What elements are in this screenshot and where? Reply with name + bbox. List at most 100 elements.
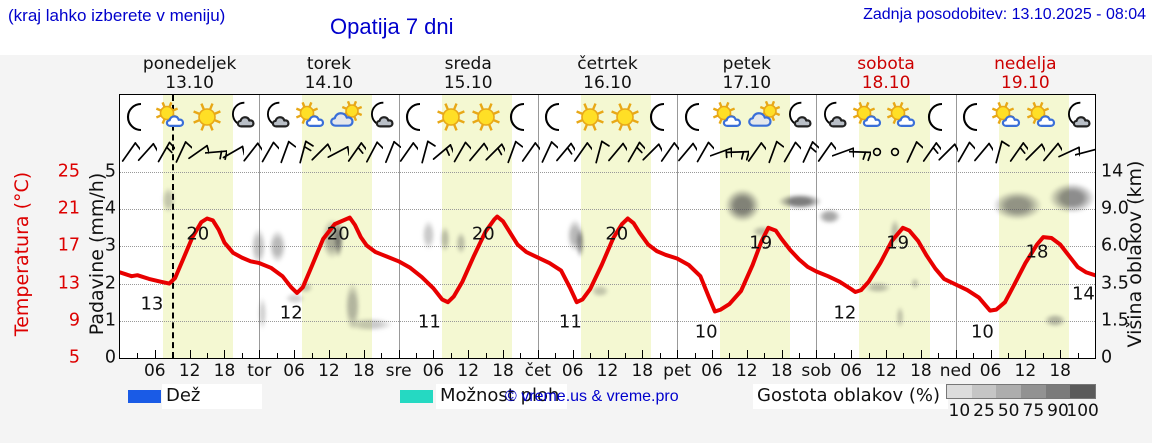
precip-axis-tick: 5 [104, 161, 116, 182]
cloud-blob [1043, 314, 1066, 328]
cloud-blob [250, 227, 266, 265]
cloud-blob [456, 231, 467, 254]
cloud-blob [421, 220, 435, 251]
gridline [120, 172, 1095, 173]
day-header: četrtek 16.10 [538, 55, 677, 95]
x-tick [555, 353, 557, 358]
x-hour-label: 12 [875, 361, 897, 381]
wind-barb [153, 139, 176, 165]
temp-min-label: 13 [140, 293, 164, 315]
wind-barb [120, 139, 141, 165]
density-tick-label: 50 [997, 401, 1020, 421]
cloud-axis-tick: 0 [1101, 347, 1113, 368]
wind-barb [292, 139, 314, 165]
temp-max-label: 19 [749, 232, 773, 254]
x-day-label: tor [247, 361, 272, 381]
density-segment [1045, 385, 1071, 398]
cloud-blob [285, 292, 306, 305]
weather-icon-sun-cloud [851, 101, 887, 133]
x-hour-label: 06 [561, 361, 584, 381]
wind-barb [203, 139, 228, 165]
density-tick-label: 100 [1066, 401, 1099, 421]
density-segment [996, 385, 1021, 398]
day-header: petek 17.10 [677, 55, 816, 95]
temp-axis-tick: 25 [57, 161, 80, 182]
last-update: Zadnja posodobitev: 13.10.2025 - 08:04 [863, 6, 1146, 23]
x-tick [154, 350, 156, 358]
weather-icon-sun-cloud [990, 101, 1026, 133]
sun-icon [471, 103, 500, 131]
daylight-band [441, 95, 512, 358]
weather-icon-moon [677, 101, 713, 133]
x-tick [189, 350, 191, 358]
x-hour-label: 06 [283, 361, 305, 381]
weather-icon-moon-cloud [363, 101, 399, 133]
temp-min-label: 10 [694, 321, 718, 342]
wind-barb [274, 139, 297, 165]
x-tick [381, 353, 383, 358]
daylight-band [859, 95, 930, 358]
wind-barb [344, 139, 368, 165]
weather-icon-moon-cloud [1060, 101, 1095, 133]
moon-icon [649, 102, 664, 132]
temp-max-label: 19 [886, 232, 910, 254]
x-hour-label: 12 [457, 361, 480, 381]
x-tick [520, 353, 522, 358]
temp-axis-label: Temperatura (°C) [11, 171, 33, 337]
wind-barb [240, 139, 263, 165]
cloud-blob [268, 229, 286, 264]
x-tick [485, 353, 487, 358]
cloud-blob [1048, 183, 1095, 213]
x-tick [659, 353, 661, 358]
wind-barb [379, 139, 402, 165]
weather-icon-sun-bigcloud [746, 100, 782, 133]
x-tick [694, 353, 696, 358]
x-hour-label: 06 [422, 361, 445, 381]
density-segment [1070, 385, 1095, 398]
day-name: sreda [444, 54, 492, 74]
weather-icon-moon-cloud [781, 101, 817, 133]
cloud-blob [865, 281, 891, 293]
precip-axis-tick: 4 [104, 198, 116, 219]
x-day-label: čet [524, 361, 552, 381]
rain-swatch [128, 390, 161, 403]
x-tick [572, 350, 574, 358]
x-tick [886, 350, 888, 358]
wind-barb [501, 139, 524, 165]
cloud-blob [257, 296, 267, 331]
precip-axis-tick: 2 [104, 273, 116, 294]
weather-icon-moon [955, 101, 991, 133]
x-tick [1060, 350, 1062, 358]
x-tick [920, 350, 922, 358]
day-name: torek [306, 54, 351, 74]
sun-icon [436, 103, 465, 131]
x-tick [973, 353, 975, 358]
weather-icon-sun-cloud [1025, 101, 1061, 133]
copyright-link[interactable]: © vreme.us & vreme.pro [505, 388, 679, 405]
density-tick-label: 10 [948, 401, 971, 421]
x-day-label: sob [801, 361, 832, 381]
wind-barb [588, 139, 610, 165]
cloud-axis-tick: 3.5 [1101, 273, 1129, 294]
x-hour-label: 12 [1014, 361, 1037, 381]
precip-axis-tick: 0 [104, 347, 116, 368]
temp-min-label: 11 [558, 311, 582, 333]
x-tick [781, 350, 783, 358]
moon-icon [963, 102, 978, 132]
density-tick-label: 75 [1022, 401, 1045, 421]
day-separator [955, 95, 957, 358]
sun-cloud-icon [852, 101, 881, 127]
temp-max-label: 18 [1025, 241, 1049, 263]
day-separator [259, 95, 261, 358]
x-tick [363, 350, 365, 358]
cloud-blob [333, 220, 343, 258]
plot-area: 20 20 20 20 19 19 18 13 12 11 11 10 12 10 14 [119, 94, 1096, 359]
moon-cloud-icon [231, 101, 255, 128]
x-tick [816, 350, 818, 358]
temp-curve [120, 214, 1095, 314]
sun-icon [193, 103, 221, 131]
wind-barb [449, 139, 472, 165]
density-tick-label: 25 [973, 401, 995, 421]
weather-icon-moon [920, 101, 956, 133]
